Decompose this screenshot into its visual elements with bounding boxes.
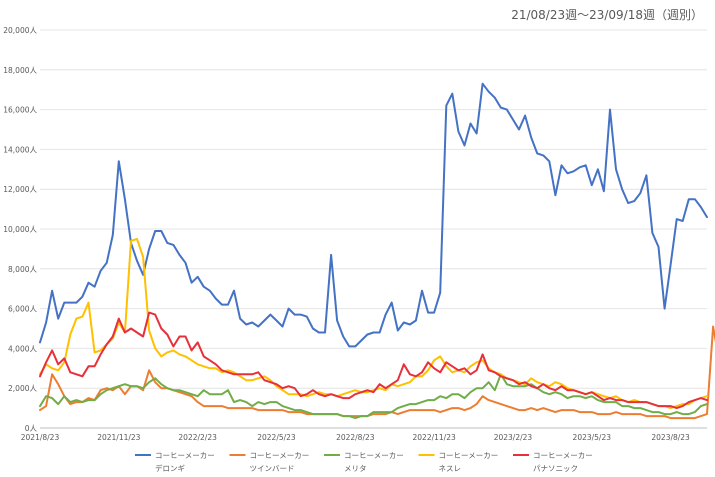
y-tick-label: 2,000人	[8, 384, 37, 393]
series-line-3	[39, 237, 708, 410]
legend-label-line1: コーヒーメーカー	[250, 451, 310, 460]
x-tick-label: 2022/8/23	[336, 433, 375, 442]
legend-label-line1: コーヒーメーカー	[344, 451, 404, 460]
y-axis-ticks: 0人 2,000人 4,000人 6,000人 8,000人 10,000人 12,000人…	[3, 26, 37, 433]
chart-period-title: 21/08/23週～23/09/18週（週別）	[511, 8, 703, 22]
y-tick-label: 10,000人	[3, 225, 37, 234]
x-tick-label: 2023/8/23	[651, 433, 690, 442]
series-line-4	[39, 311, 708, 410]
y-tick-label: 4,000人	[8, 344, 37, 353]
legend-label-line1: コーヒーメーカー	[533, 451, 593, 460]
chart-gridlines	[40, 29, 707, 429]
legend-label-line1: コーヒーメーカー	[155, 451, 215, 460]
x-tick-label: 2021/8/23	[21, 433, 60, 442]
x-tick-label: 2023/5/23	[573, 433, 612, 442]
chart-series	[39, 82, 715, 420]
legend-label-line2: デロンギ	[155, 463, 185, 473]
y-tick-label: 18,000人	[3, 66, 37, 75]
y-tick-label: 8,000人	[8, 265, 37, 274]
y-tick-label: 14,000人	[3, 145, 37, 154]
x-tick-label: 2022/2/23	[178, 433, 217, 442]
y-tick-label: 0人	[25, 424, 38, 433]
series-line-2	[39, 373, 708, 420]
legend-label-line2: ネスレ	[439, 464, 462, 473]
chart-legend: コーヒーメーカーデロンギコーヒーメーカーツインバードコーヒーメーカーメリタコーヒ…	[135, 451, 593, 473]
y-tick-label: 12,000人	[3, 185, 37, 194]
series-line-1	[39, 325, 715, 420]
x-tick-label: 2022/11/23	[413, 433, 456, 442]
x-tick-label: 2023/2/23	[494, 433, 533, 442]
y-tick-label: 20,000人	[3, 26, 37, 35]
y-tick-label: 16,000人	[3, 106, 37, 115]
x-axis-ticks: 2021/8/23 2021/11/23 2022/2/23 2022/5/23 202…	[21, 433, 690, 442]
legend-label-line1: コーヒーメーカー	[439, 451, 499, 460]
legend-label-line2: パナソニック	[533, 464, 578, 473]
legend-label-line2: ツインバード	[250, 464, 295, 473]
y-tick-label: 6,000人	[8, 305, 37, 314]
x-tick-label: 2022/5/23	[257, 433, 296, 442]
x-tick-label: 2021/11/23	[97, 433, 140, 442]
series-line-0	[39, 82, 708, 348]
legend-label-line2: メリタ	[344, 464, 367, 473]
